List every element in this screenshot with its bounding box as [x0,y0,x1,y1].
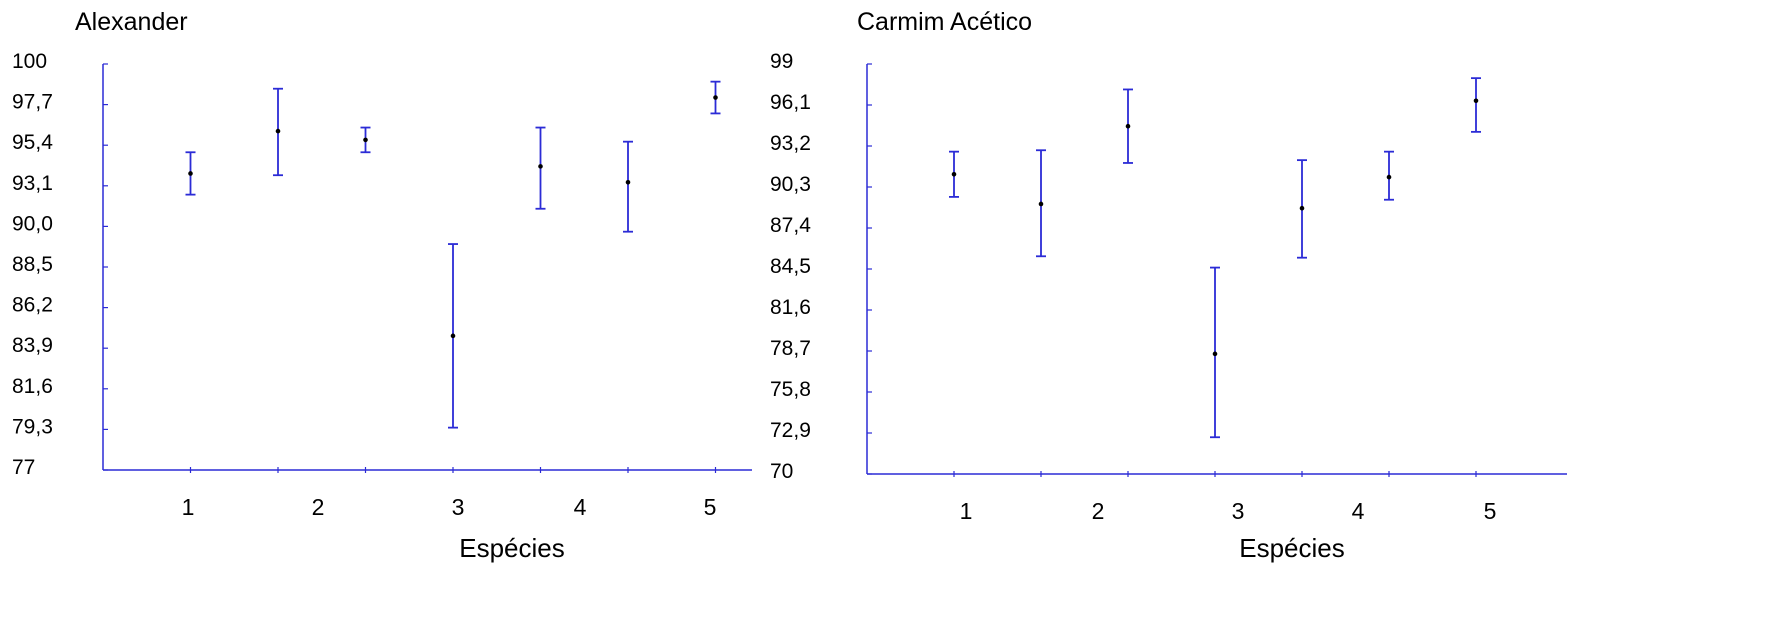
error-bars [185,80,721,429]
chart-carmim-acetico: Carmim Acético 99 96,1 93,2 90,3 87,4 84,5 81,… [770,8,1567,563]
error-bar [360,126,371,154]
y-tick-label: 79,3 [12,415,53,438]
y-tick-label: 93,1 [12,172,53,195]
y-tick-label: 99 [770,50,793,73]
y-tick-label: 84,5 [770,255,811,278]
error-bar [1297,159,1307,259]
y-tick-label: 75,8 [770,378,811,401]
x-axis [103,467,752,473]
x-tick-label: 4 [574,494,587,520]
data-point [625,179,631,185]
data-point [188,171,193,176]
x-tick-label: 3 [452,494,465,520]
error-bars [949,77,1481,439]
error-bar [535,126,546,210]
chart-title: Alexander [75,8,188,36]
y-tick-label: 81,6 [12,375,53,398]
data-point [363,137,368,143]
error-bar [1036,149,1046,258]
y-axis [866,63,872,475]
y-tick-label: 90,0 [12,212,53,235]
x-tick-label: 2 [1092,498,1105,524]
y-tick-label: 90,3 [770,173,811,196]
x-tick-label: 1 [182,494,195,520]
x-axis [867,471,1567,477]
y-tick-label: 83,9 [12,334,53,357]
error-bar [1123,88,1133,164]
error-bar [1384,150,1394,201]
y-tick-label: 72,9 [770,419,811,442]
x-tick-label: 2 [312,494,325,520]
y-tick-label: 88,5 [12,253,53,276]
data-point [275,128,281,134]
x-axis-title: Espécies [1239,533,1345,563]
error-bar [1471,77,1481,133]
x-tick-label: 4 [1352,498,1365,524]
error-bar [1210,266,1220,439]
error-bar [185,151,196,196]
y-tick-label: 93,2 [770,132,811,155]
data-point [538,164,543,169]
data-point [951,171,957,177]
data-point [1212,351,1218,357]
x-tick-labels: 1 2 3 4 5 [182,494,717,520]
x-tick-label: 5 [1484,498,1497,524]
error-bar [448,243,458,429]
y-tick-labels: 100 97,7 95,4 93,1 90,0 88,5 86,2 83,9 81,6 79,3 7… [12,50,53,479]
y-tick-label: 87,4 [770,214,811,237]
data-point [1125,123,1131,129]
data-point [1386,174,1392,180]
x-axis-title: Espécies [459,533,565,563]
y-tick-labels: 99 96,1 93,2 90,3 87,4 84,5 81,6 78,7 75,8 72,9 70 [770,50,811,483]
error-bar [710,80,721,115]
y-tick-label: 77 [12,456,35,479]
y-tick-label: 95,4 [12,131,53,154]
error-bar [623,140,633,233]
data-point [450,333,456,339]
y-axis [102,63,108,471]
y-tick-label: 81,6 [770,296,811,319]
chart-title: Carmim Acético [857,8,1032,36]
chart-alexander: Alexander 100 97,7 95,4 93,1 90,0 88,5 86,2 83,… [12,8,752,563]
y-tick-label: 70 [770,460,793,483]
x-tick-label: 5 [704,494,717,520]
y-tick-label: 100 [12,50,47,73]
data-point [1473,98,1479,104]
data-point [1038,201,1044,207]
data-point [713,95,718,100]
y-tick-label: 96,1 [770,91,811,114]
x-tick-label: 3 [1232,498,1245,524]
y-tick-label: 97,7 [12,91,53,114]
data-point [1299,205,1305,211]
x-tick-label: 1 [960,498,973,524]
error-bar [273,87,283,177]
x-tick-labels: 1 2 3 4 5 [960,498,1497,524]
y-tick-label: 78,7 [770,337,811,360]
error-bar [949,150,959,198]
y-tick-label: 86,2 [12,294,53,317]
